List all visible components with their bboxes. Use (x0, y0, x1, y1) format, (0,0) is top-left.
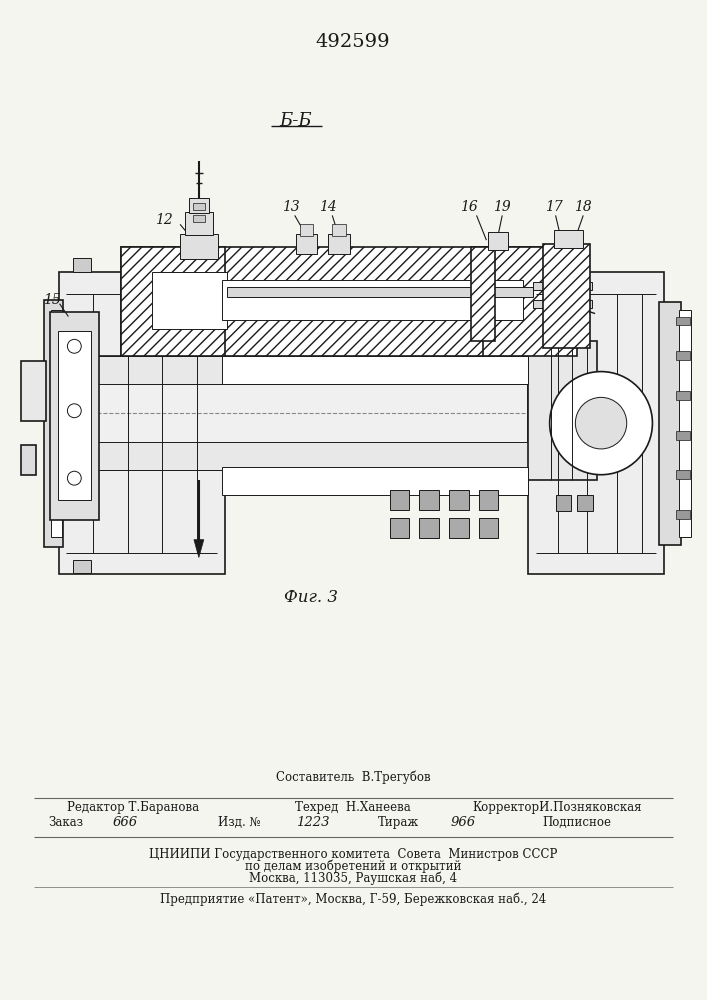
Circle shape (575, 397, 626, 449)
Bar (74, 258, 91, 272)
Bar (221, 280, 523, 320)
Bar (51, 310, 62, 537)
Bar (57, 331, 91, 500)
Text: Составитель  В.Трегубов: Составитель В.Трегубов (276, 771, 431, 784)
Text: ЦНИИПИ Государственного комитета  Совета  Министров СССР: ЦНИИПИ Государственного комитета Совета … (148, 848, 557, 861)
Bar (676, 351, 690, 360)
Bar (189, 198, 209, 213)
Bar (49, 312, 99, 520)
Bar (676, 470, 690, 479)
Text: 1223: 1223 (296, 816, 329, 829)
Bar (221, 467, 528, 495)
Bar (556, 495, 571, 511)
Text: 12: 12 (156, 213, 173, 227)
Text: 17: 17 (544, 200, 563, 214)
Text: 492599: 492599 (316, 33, 390, 51)
Text: Техред  Н.Ханеева: Техред Н.Ханеева (295, 801, 411, 814)
Bar (471, 247, 496, 341)
Bar (332, 224, 346, 236)
Bar (300, 224, 313, 236)
Bar (533, 300, 592, 308)
Text: по делам изобретений и открытий: по делам изобретений и открытий (245, 859, 461, 873)
Bar (484, 247, 578, 356)
Bar (676, 317, 690, 325)
Text: Предприятие «Патент», Москва, Г-59, Бережковская наб., 24: Предприятие «Патент», Москва, Г-59, Бере… (160, 893, 546, 906)
Bar (676, 510, 690, 519)
Text: 666: 666 (113, 816, 138, 829)
Bar (419, 490, 439, 510)
Bar (328, 234, 350, 254)
Bar (479, 490, 498, 510)
Text: 13: 13 (282, 200, 300, 214)
Bar (44, 300, 64, 547)
Bar (121, 247, 225, 356)
Bar (59, 272, 225, 574)
Text: Б-Б: Б-Б (279, 112, 312, 130)
Bar (578, 495, 593, 511)
Bar (660, 302, 681, 545)
Circle shape (549, 372, 653, 475)
Circle shape (67, 339, 81, 353)
Text: Тираж: Тираж (378, 816, 419, 829)
Bar (489, 232, 508, 250)
Text: Фиг. 3: Фиг. 3 (284, 589, 337, 606)
Bar (59, 356, 592, 470)
Text: 19: 19 (493, 200, 511, 214)
Bar (121, 247, 578, 356)
Bar (479, 518, 498, 538)
Text: 966: 966 (451, 816, 476, 829)
Text: 14: 14 (320, 200, 337, 214)
Text: Редактор Т.Баранова: Редактор Т.Баранова (66, 801, 199, 814)
Bar (193, 215, 205, 222)
Bar (221, 356, 528, 384)
Bar (449, 490, 469, 510)
Bar (185, 212, 213, 235)
Bar (679, 310, 691, 537)
Bar (528, 341, 597, 480)
Text: КорректорИ.Позняковская: КорректорИ.Позняковская (473, 801, 643, 814)
Text: Подписное: Подписное (543, 816, 612, 829)
Bar (74, 560, 91, 573)
Bar (390, 490, 409, 510)
Bar (193, 202, 205, 210)
Bar (226, 287, 533, 297)
Bar (296, 234, 317, 254)
Bar (554, 230, 583, 248)
Bar (21, 445, 36, 475)
Circle shape (67, 471, 81, 485)
Text: 15: 15 (42, 293, 61, 307)
Text: Заказ: Заказ (48, 816, 83, 829)
Bar (59, 356, 592, 384)
Bar (449, 518, 469, 538)
Bar (21, 361, 46, 421)
Text: Москва, 113035, Раушская наб, 4: Москва, 113035, Раушская наб, 4 (249, 871, 457, 885)
Bar (533, 282, 592, 290)
Circle shape (67, 404, 81, 418)
Bar (543, 244, 590, 348)
Bar (153, 272, 226, 329)
Text: 18: 18 (574, 200, 592, 214)
Bar (419, 518, 439, 538)
Bar (528, 272, 665, 574)
Text: 16: 16 (460, 200, 477, 214)
Bar (390, 518, 409, 538)
Bar (676, 391, 690, 400)
Bar (676, 431, 690, 440)
Bar (59, 442, 592, 470)
Bar (180, 234, 218, 259)
Polygon shape (194, 540, 204, 558)
Text: Изд. №: Изд. № (218, 816, 261, 829)
